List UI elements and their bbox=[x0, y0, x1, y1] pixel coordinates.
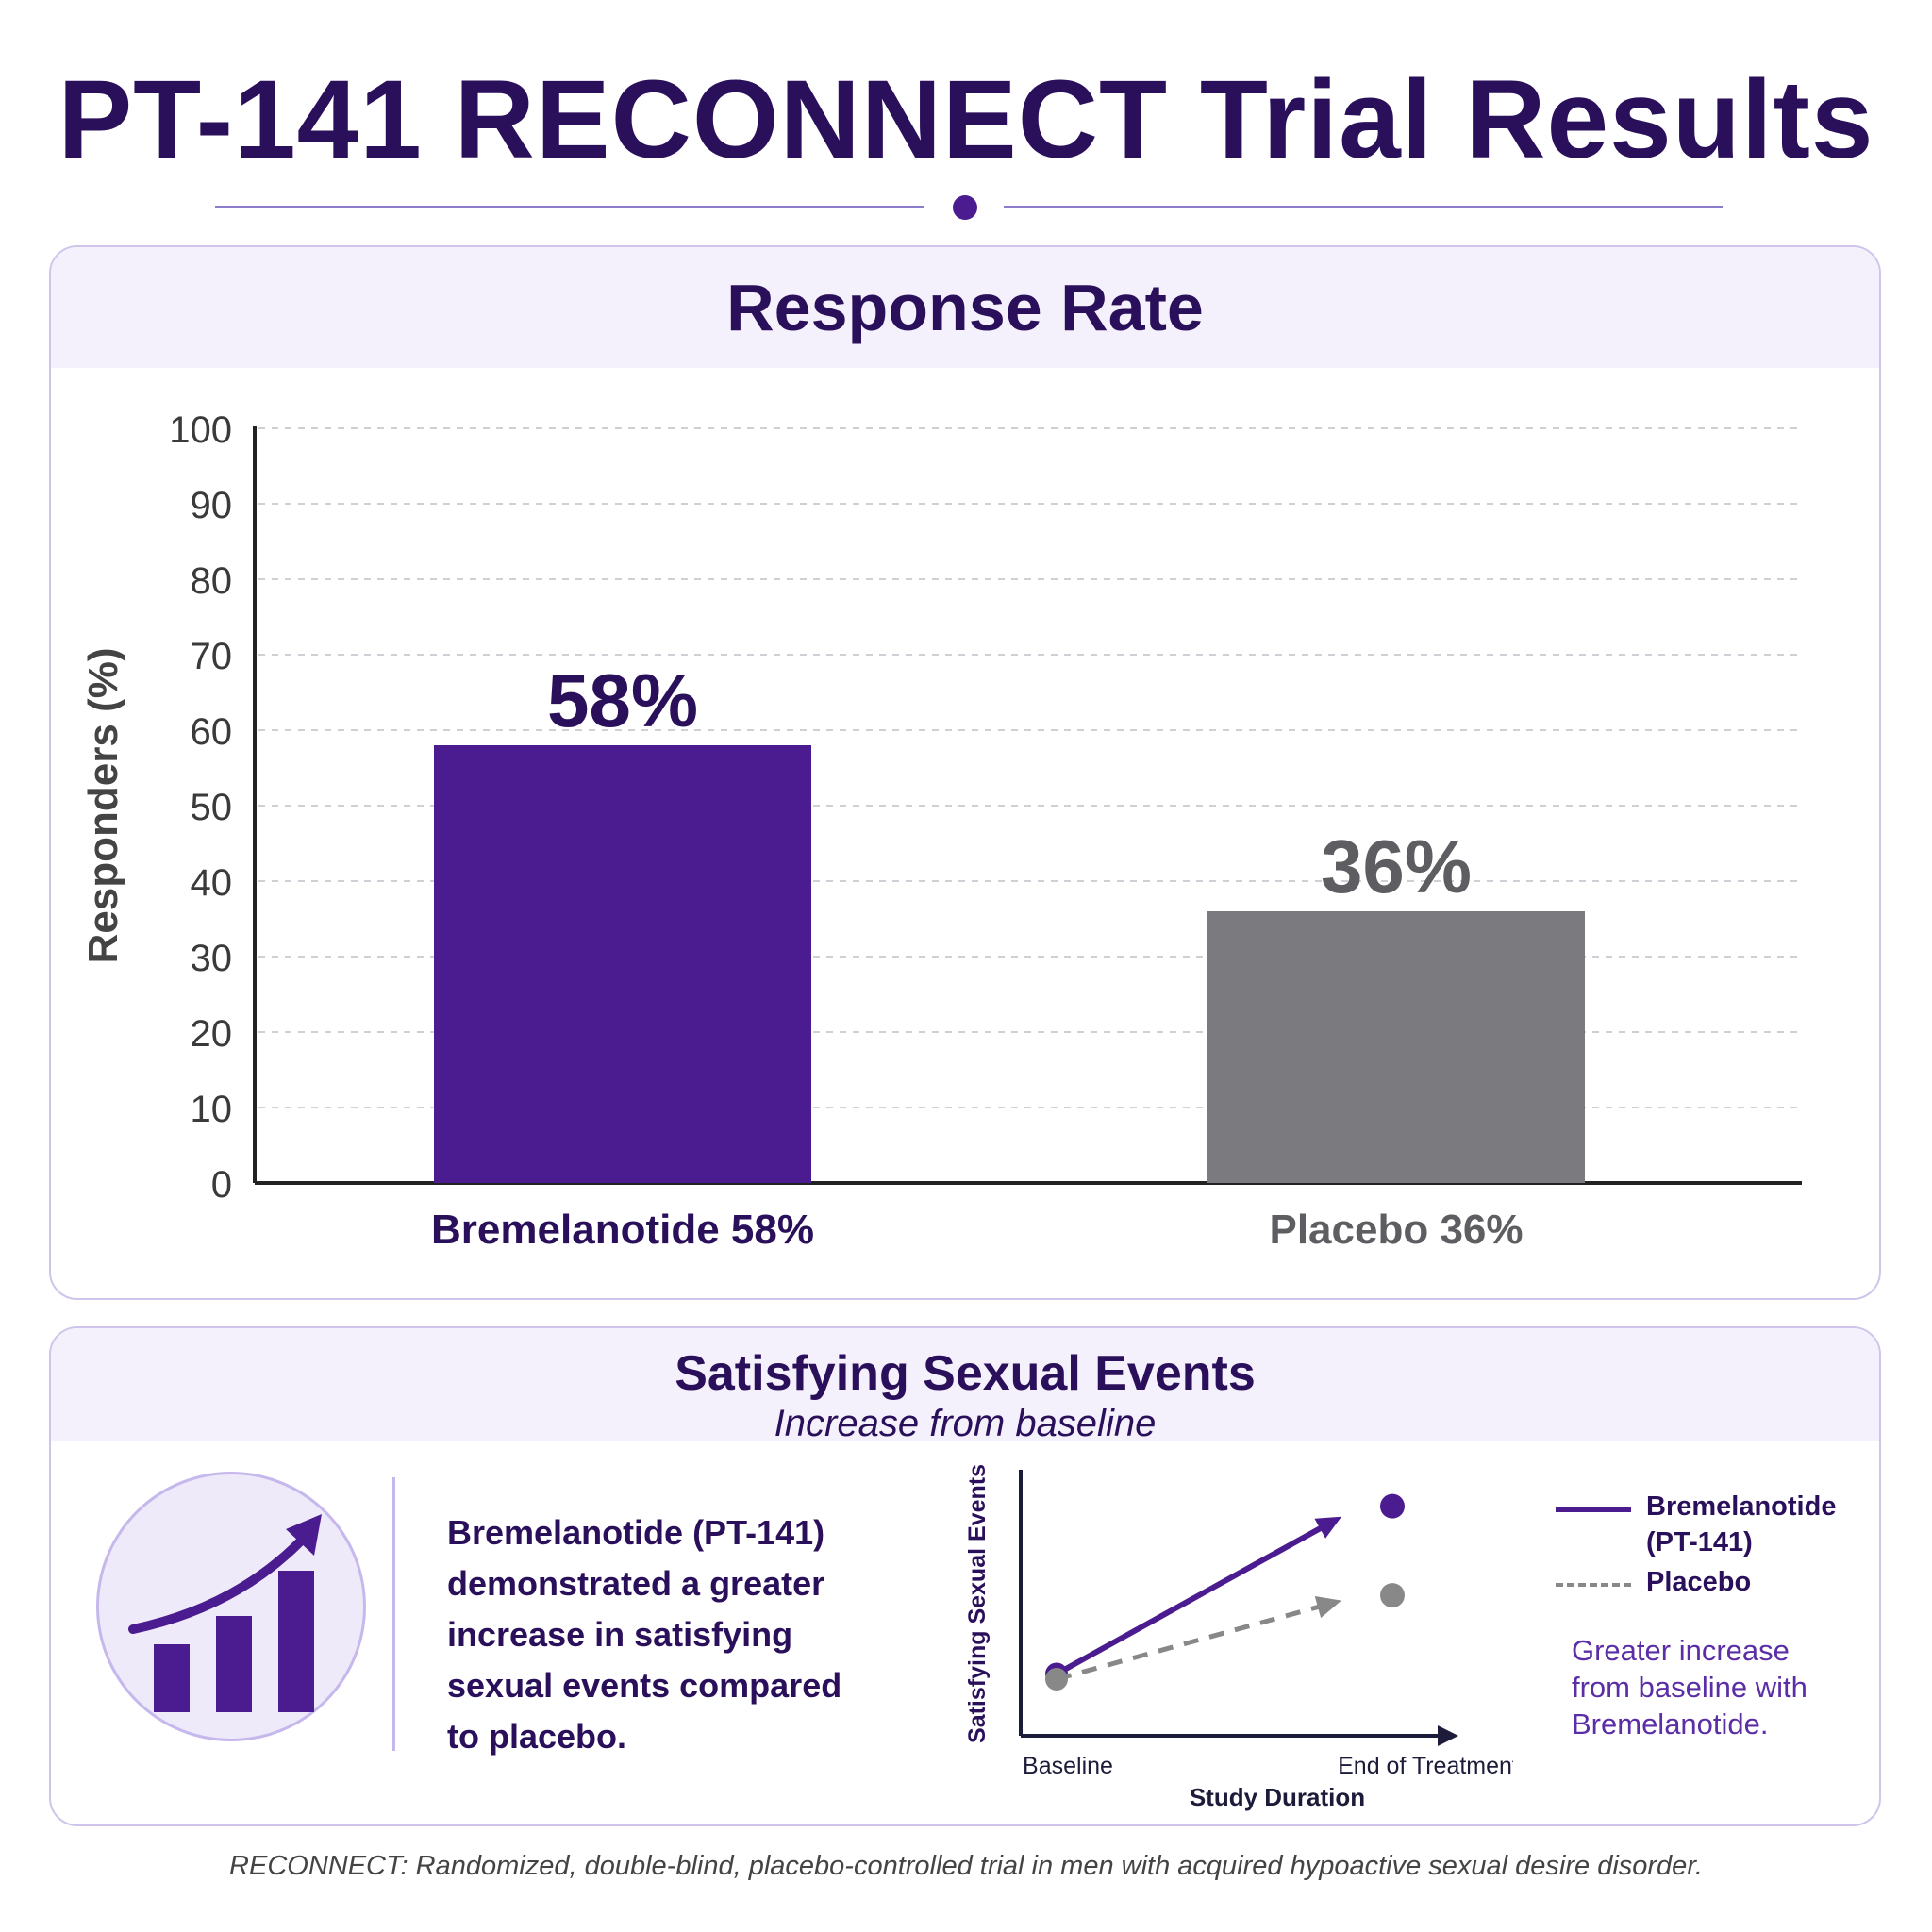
title-rule-left bbox=[215, 206, 924, 208]
legend-note: Greater increase from baseline with Brem… bbox=[1572, 1634, 1807, 1740]
rising-bar-chart-icon bbox=[96, 1472, 366, 1741]
line-chart-legend: Bremelanotide (PT-141) Placebo bbox=[1556, 1489, 1867, 1606]
title-ornament-dot bbox=[953, 195, 977, 220]
y-tick-label: 40 bbox=[191, 862, 233, 904]
footnote: RECONNECT: Randomized, double-blind, pla… bbox=[229, 1851, 1703, 1881]
series-arrowhead bbox=[1314, 1516, 1341, 1539]
satisfying-events-title: Satisfying Sexual Events bbox=[675, 1346, 1256, 1401]
legend-label-bremelanotide: Bremelanotide (PT-141) bbox=[1646, 1491, 1837, 1557]
bar-value-label: 58% bbox=[547, 658, 698, 742]
line-x-tick-label: End of Treatment bbox=[1338, 1753, 1513, 1779]
satisfying-events-card-header bbox=[51, 1328, 1879, 1441]
bar bbox=[434, 745, 811, 1183]
line-y-axis-label: Satisfying Sexual Events bbox=[964, 1464, 991, 1743]
legend-entry-placebo: Placebo bbox=[1556, 1564, 1867, 1606]
vertical-divider bbox=[392, 1477, 395, 1751]
y-tick-label: 20 bbox=[191, 1013, 233, 1055]
y-tick-label: 60 bbox=[191, 711, 233, 753]
response-rate-card-header bbox=[51, 247, 1879, 368]
y-tick-label: 80 bbox=[191, 560, 233, 602]
satisfying-events-subtitle: Increase from baseline bbox=[774, 1403, 1157, 1444]
response-rate-bar-chart: 0 10 20 30 40 50 60 70 80 90 100 Responders (%) 58% B… bbox=[80, 409, 1802, 1253]
y-tick-label: 100 bbox=[169, 409, 232, 451]
series-point-end bbox=[1380, 1583, 1405, 1608]
series-line bbox=[1055, 1520, 1332, 1677]
legend-entry-bremelanotide: Bremelanotide (PT-141) bbox=[1556, 1489, 1867, 1564]
response-rate-card: Response Rate 0 10 20 30 40 50 60 70 80 90 100 Resp… bbox=[49, 245, 1881, 1300]
series-point-end bbox=[1380, 1493, 1405, 1519]
legend-swatch-dashed bbox=[1556, 1583, 1631, 1587]
title-rule-right bbox=[1004, 206, 1723, 208]
series-arrowhead bbox=[1314, 1595, 1341, 1619]
y-tick-label: 90 bbox=[191, 485, 233, 526]
satisfying-events-line-chart: Satisfying Sexual Events Baseline End of T… bbox=[964, 1464, 1513, 1811]
bar bbox=[1208, 911, 1585, 1183]
y-tick-label: 50 bbox=[191, 787, 233, 828]
x-category-label: Placebo 36% bbox=[1269, 1207, 1523, 1253]
events-description: Bremelanotide (PT-141) demonstrated a gr… bbox=[447, 1513, 842, 1756]
y-tick-label: 0 bbox=[211, 1164, 232, 1206]
legend-swatch-solid bbox=[1556, 1507, 1631, 1512]
y-tick-label: 30 bbox=[191, 938, 233, 979]
x-category-label: Bremelanotide 58% bbox=[431, 1207, 814, 1253]
bar-value-label: 36% bbox=[1321, 824, 1472, 908]
series-line bbox=[1056, 1601, 1331, 1682]
y-tick-label: 10 bbox=[191, 1089, 233, 1130]
line-x-tick-label: Baseline bbox=[1023, 1753, 1113, 1779]
series-point-baseline bbox=[1045, 1668, 1068, 1690]
page-title: PT-141 RECONNECT Trial Results bbox=[58, 58, 1874, 182]
y-axis-label: Responders (%) bbox=[80, 648, 126, 964]
x-axis-arrowhead bbox=[1438, 1725, 1458, 1746]
satisfying-events-card: Satisfying Sexual Events Increase from b… bbox=[49, 1326, 1881, 1826]
response-rate-title: Response Rate bbox=[726, 271, 1204, 344]
y-tick-label: 70 bbox=[191, 636, 233, 677]
legend-label-placebo: Placebo bbox=[1646, 1567, 1752, 1597]
line-x-axis-label: Study Duration bbox=[1190, 1783, 1365, 1811]
